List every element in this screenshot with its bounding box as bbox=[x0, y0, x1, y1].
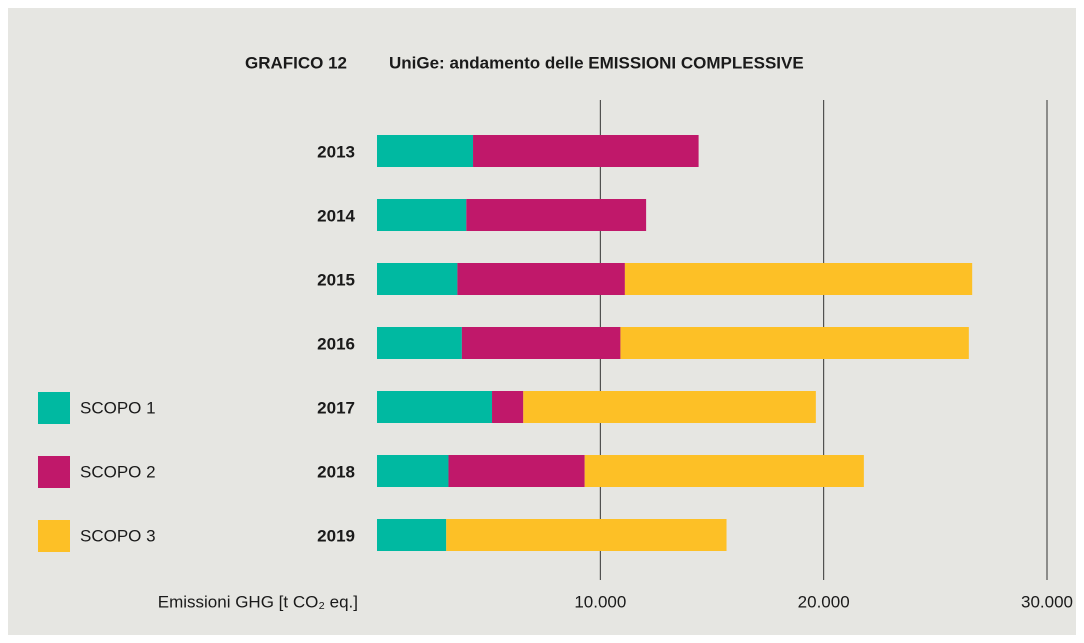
bar-segment bbox=[584, 455, 864, 487]
bar-segment bbox=[448, 455, 585, 487]
bar-segment bbox=[620, 327, 969, 359]
y-tick-label: 2018 bbox=[317, 462, 355, 481]
bar-segment bbox=[377, 135, 474, 167]
bar-segment bbox=[377, 391, 493, 423]
legend-label: SCOPO 1 bbox=[80, 398, 156, 417]
bar-segment bbox=[466, 199, 647, 231]
bar-segment bbox=[377, 455, 449, 487]
y-tick-label: 2013 bbox=[317, 142, 355, 161]
legend-label: SCOPO 2 bbox=[80, 462, 156, 481]
bar-segment bbox=[377, 519, 447, 551]
y-tick-label: 2016 bbox=[317, 334, 355, 353]
bar-segment bbox=[377, 199, 467, 231]
x-tick-label: 20.000 bbox=[798, 592, 850, 611]
chart-subtitle: UniGe: andamento delle EMISSIONI COMPLES… bbox=[389, 53, 804, 72]
y-tick-label: 2019 bbox=[317, 526, 355, 545]
y-tick-label: 2015 bbox=[317, 270, 355, 289]
y-tick-label: 2014 bbox=[317, 206, 355, 225]
bar-segment bbox=[523, 391, 816, 423]
bar-segment bbox=[624, 263, 973, 295]
legend-swatch bbox=[38, 456, 70, 488]
legend-label: SCOPO 3 bbox=[80, 526, 156, 545]
bar-segment bbox=[446, 519, 727, 551]
bar-segment bbox=[492, 391, 524, 423]
bar-segment bbox=[377, 327, 462, 359]
bar-segment bbox=[461, 327, 621, 359]
bar-segment bbox=[377, 263, 458, 295]
y-tick-label: 2017 bbox=[317, 398, 355, 417]
bar-segment bbox=[473, 135, 699, 167]
x-tick-label: 10.000 bbox=[574, 592, 626, 611]
x-tick-label: 30.000 bbox=[1021, 592, 1073, 611]
x-axis-label: Emissioni GHG [t CO₂ eq.] bbox=[158, 592, 358, 611]
bar-segment bbox=[457, 263, 625, 295]
chart-title: GRAFICO 12 bbox=[245, 53, 347, 72]
legend-swatch bbox=[38, 520, 70, 552]
legend-swatch bbox=[38, 392, 70, 424]
